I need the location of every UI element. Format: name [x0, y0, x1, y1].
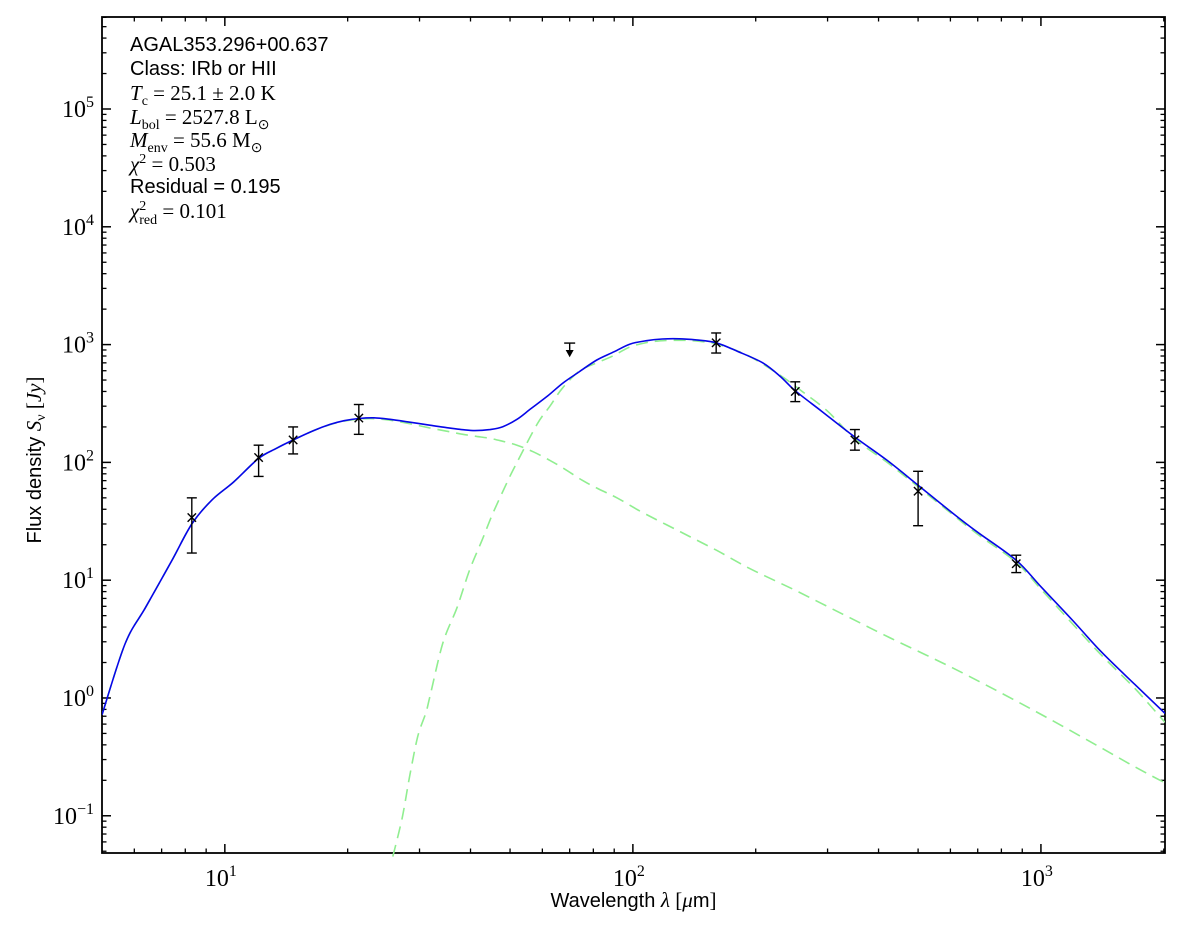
- data-point: [849, 428, 860, 451]
- annotation-mass: Menv = 55.6 M⊙: [130, 128, 329, 156]
- svg-text:103: 103: [62, 330, 94, 359]
- svg-text:101: 101: [205, 863, 237, 892]
- xlabel-bracket-close: ]: [709, 888, 717, 912]
- svg-text:104: 104: [62, 212, 94, 241]
- chi2red-subscript: red: [139, 213, 158, 229]
- curve-total-fit: [102, 337, 1165, 716]
- annotation-luminosity: Lbol = 2527.8 L⊙: [130, 104, 329, 133]
- chi2-value: = 0.503: [146, 151, 216, 176]
- svg-text:10−1: 10−1: [53, 801, 94, 830]
- annotation-class: Class: IRb or HII: [130, 57, 277, 80]
- chi2-exponent: 2: [139, 151, 147, 167]
- upper-limit-arrow: [564, 342, 576, 358]
- nu-subscript: ν: [34, 414, 50, 421]
- chi2red-symbol: χ: [130, 199, 140, 224]
- lbol-symbol: L: [130, 104, 142, 129]
- chi2red-supsub: 2 red: [139, 200, 157, 228]
- annotation-chi2red: χ 2 red = 0.101: [130, 199, 329, 227]
- chi2red-exponent: 2: [139, 199, 147, 215]
- data-point: [253, 444, 264, 478]
- svg-text:100: 100: [62, 683, 94, 712]
- mu-symbol: μ: [682, 888, 693, 912]
- photometry-points: [186, 332, 1022, 574]
- ylabel-bracket-open: [: [22, 402, 46, 415]
- tc-value: = 25.1 ± 2.0 K: [147, 81, 276, 106]
- menv-value: = 55.6 M: [167, 128, 251, 153]
- ylabel-unit: Jy: [22, 383, 46, 403]
- y-axis-label: Flux density Sν [Jy]: [22, 376, 50, 543]
- axis-ticks: [102, 16, 1165, 853]
- menv-sun-symbol: ⊙: [250, 141, 263, 157]
- annotation-box: AGAL353.296+00.637 Class: IRb or HII Tc …: [130, 34, 329, 228]
- curve-component-1: [392, 339, 1165, 857]
- data-point: [353, 403, 364, 436]
- annotation-source-name: AGAL353.296+00.637: [130, 34, 329, 56]
- annotation-temperature: Tc = 25.1 ± 2.0 K: [130, 81, 329, 109]
- chi2red-value: = 0.101: [157, 199, 227, 224]
- svg-text:102: 102: [613, 863, 645, 892]
- x-axis-label: Wavelength λ [μm]: [102, 888, 1165, 913]
- lbol-value: = 2527.8 L: [159, 104, 258, 129]
- lbol-sun-symbol: ⊙: [257, 117, 270, 133]
- menv-symbol: M: [130, 128, 148, 153]
- flux-symbol: S: [22, 420, 46, 432]
- annotation-chi2: χ2 = 0.503: [130, 152, 329, 176]
- svg-text:102: 102: [62, 447, 94, 476]
- menv-subscript: env: [147, 141, 168, 157]
- data-point: [186, 497, 197, 554]
- data-point: [711, 332, 722, 354]
- lambda-symbol: λ: [660, 888, 671, 912]
- svg-text:103: 103: [1021, 863, 1053, 892]
- data-point: [288, 426, 299, 455]
- ylabel-text: Flux density: [24, 431, 46, 544]
- annotation-residual: Residual = 0.195: [130, 175, 281, 198]
- tc-subscript: c: [141, 94, 148, 110]
- data-point: [1011, 554, 1022, 574]
- data-point: [790, 381, 801, 403]
- svg-text:105: 105: [62, 94, 94, 123]
- data-point: [913, 470, 924, 527]
- xlabel-text: Wavelength: [550, 890, 661, 912]
- lbol-subscript: bol: [141, 117, 160, 133]
- xlabel-bracket-open: [: [670, 888, 683, 912]
- chi2-symbol: χ: [130, 151, 140, 176]
- axis-tick-labels: 101 102 103 10−1 100 101 102 103 104 105: [53, 94, 1053, 892]
- svg-text:101: 101: [62, 565, 94, 594]
- ylabel-bracket-close: ]: [22, 376, 46, 384]
- xlabel-unit: m: [692, 890, 710, 912]
- tc-symbol: T: [130, 81, 142, 106]
